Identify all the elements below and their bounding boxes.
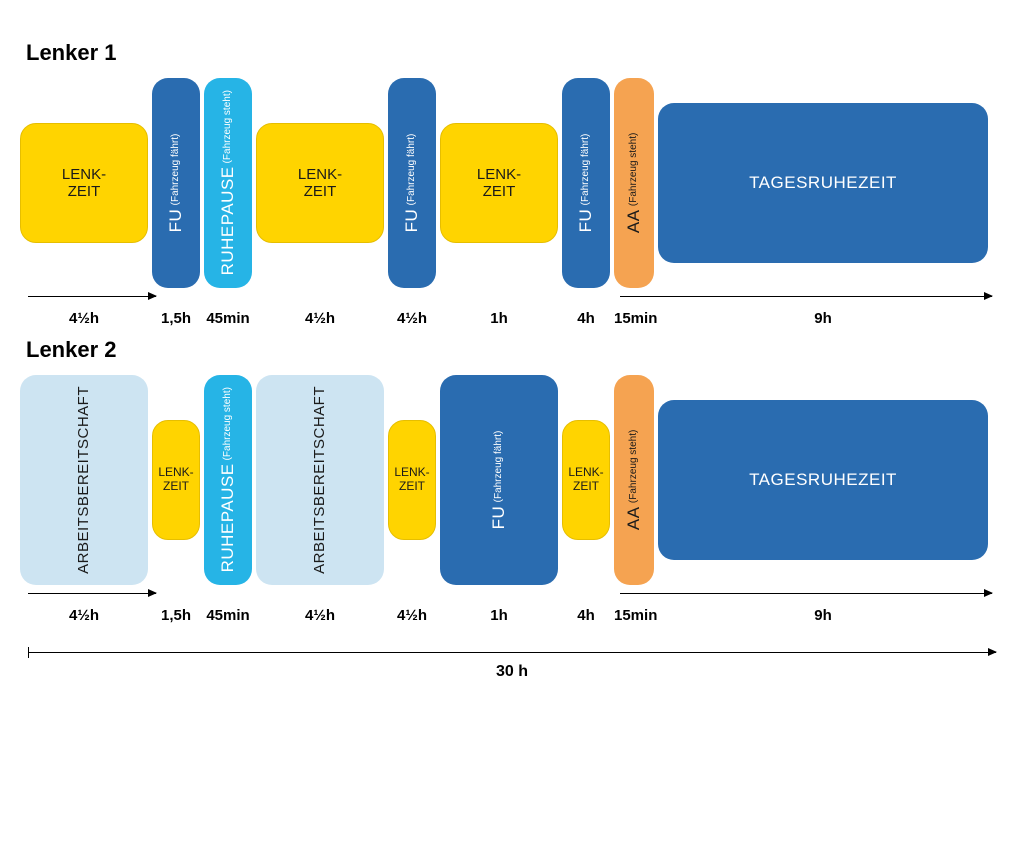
arrow-long [620,593,992,594]
block-label-sub: (Fahrzeug steht) [628,133,640,206]
timeline-block: LENK-ZEIT [20,123,148,243]
row-title: Lenker 1 [26,40,1004,66]
timeline-block: TAGESRUHEZEIT [658,400,988,560]
block-label-main: FU [576,209,596,233]
duration-label: 4h [562,310,610,327]
duration-label: 15min [614,310,654,327]
block-label-sub: (Fahrzeug fährt) [170,134,182,206]
arrow-long [620,296,992,297]
block-label-sub: (Fahrzeug fährt) [580,134,592,206]
duration-label: 9h [658,607,988,624]
arrow-short [28,593,156,594]
row-title: Lenker 2 [26,337,1004,363]
block-label: TAGESRUHEZEIT [749,470,897,490]
block-label-main: ARBEITSBEREITSCHAFT [75,386,92,574]
duration-label: 4½h [20,607,148,624]
blocks-row: LENK-ZEIT FU (Fahrzeug fährt) RUHEPAUSE (Fah… [20,78,1004,288]
timeline-block: FU (Fahrzeug fährt) [388,78,436,288]
block-label-main: RUHEPAUSE [218,167,238,276]
block-label: LENK-ZEIT [62,166,106,201]
timeline-block: ARBEITSBEREITSCHAFT [256,375,384,585]
block-label-sub: (Fahrzeug steht) [222,387,234,460]
timeline-block: RUHEPAUSE (Fahrzeug steht) [204,78,252,288]
timeline-block: TAGESRUHEZEIT [658,103,988,263]
timeline-block: LENK-ZEIT [440,123,558,243]
total-arrow [28,652,996,653]
block-label-main: ARBEITSBEREITSCHAFT [311,386,328,574]
duration-label: 1,5h [152,310,200,327]
blocks-row: ARBEITSBEREITSCHAFT LENK-ZEIT RUHEPAUSE (Fa… [20,375,1004,585]
duration-label: 4½h [388,310,436,327]
timeline-block: AA (Fahrzeug steht) [614,375,654,585]
duration-label: 45min [204,310,252,327]
duration-label: 4h [562,607,610,624]
block-label: TAGESRUHEZEIT [749,173,897,193]
block-label: LENK-ZEIT [568,466,603,494]
total-wrap: 30 h [20,652,1004,681]
duration-label: 15min [614,607,654,624]
timeline-block: FU (Fahrzeug fährt) [562,78,610,288]
duration-label: 1h [440,310,558,327]
durations-row: 4½h1,5h45min4½h4½h1h4h15min9h [20,607,1004,624]
timeline-block: AA (Fahrzeug steht) [614,78,654,288]
durations-row: 4½h1,5h45min4½h4½h1h4h15min9h [20,310,1004,327]
duration-label: 1,5h [152,607,200,624]
block-label-sub: (Fahrzeug fährt) [406,134,418,206]
arrow-short [28,296,156,297]
duration-label: 4½h [20,310,148,327]
block-label-sub: (Fahrzeug fährt) [493,431,505,503]
timeline-block: LENK-ZEIT [562,420,610,540]
timeline-block: LENK-ZEIT [152,420,200,540]
timeline-block: FU (Fahrzeug fährt) [152,78,200,288]
block-label-main: RUHEPAUSE [218,464,238,573]
duration-label: 45min [204,607,252,624]
driver-row: Lenker 2 ARBEITSBEREITSCHAFT LENK-ZEIT RUHE… [20,337,1004,624]
block-label-sub: (Fahrzeug steht) [222,90,234,163]
duration-label: 4½h [256,607,384,624]
block-label-main: FU [402,209,422,233]
block-label-main: AA [624,506,644,530]
timeline-block: RUHEPAUSE (Fahrzeug steht) [204,375,252,585]
timeline-block: ARBEITSBEREITSCHAFT [20,375,148,585]
block-label: LENK-ZEIT [394,466,429,494]
total-label: 30 h [20,663,1004,681]
duration-label: 4½h [256,310,384,327]
block-label-main: FU [489,506,509,530]
timeline-diagram: Lenker 1 LENK-ZEIT FU (Fahrzeug fährt) RUHEP… [20,40,1004,681]
timeline-block: LENK-ZEIT [388,420,436,540]
duration-label: 9h [658,310,988,327]
block-label: LENK-ZEIT [298,166,342,201]
driver-row: Lenker 1 LENK-ZEIT FU (Fahrzeug fährt) RUHEP… [20,40,1004,327]
block-label-main: FU [166,209,186,233]
block-label-main: AA [624,209,644,233]
block-label: LENK-ZEIT [158,466,193,494]
timeline-block: LENK-ZEIT [256,123,384,243]
block-label: LENK-ZEIT [477,166,521,201]
block-label-sub: (Fahrzeug steht) [628,430,640,503]
duration-label: 1h [440,607,558,624]
timeline-block: FU (Fahrzeug fährt) [440,375,558,585]
duration-label: 4½h [388,607,436,624]
